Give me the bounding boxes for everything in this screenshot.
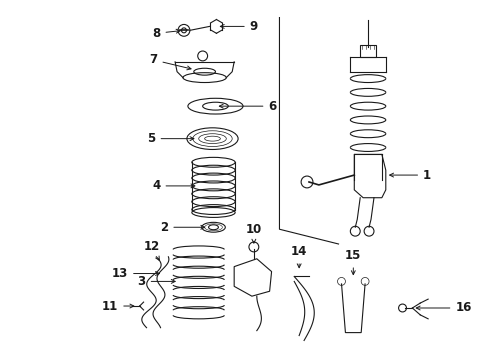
Text: 7: 7 — [149, 53, 191, 70]
Text: 12: 12 — [144, 240, 160, 260]
Bar — [360, 45, 376, 57]
Text: 9: 9 — [220, 20, 258, 33]
Text: 14: 14 — [291, 246, 307, 268]
Text: 3: 3 — [138, 275, 175, 288]
Text: 10: 10 — [246, 223, 262, 243]
Text: 11: 11 — [102, 300, 134, 312]
Text: 5: 5 — [147, 132, 194, 145]
Text: 1: 1 — [390, 168, 431, 181]
Text: 2: 2 — [160, 221, 205, 234]
Text: 13: 13 — [112, 267, 159, 280]
Text: 15: 15 — [345, 249, 362, 275]
Text: 8: 8 — [152, 27, 180, 40]
Text: 16: 16 — [416, 301, 472, 315]
Text: 6: 6 — [220, 100, 277, 113]
Text: 4: 4 — [152, 179, 195, 192]
